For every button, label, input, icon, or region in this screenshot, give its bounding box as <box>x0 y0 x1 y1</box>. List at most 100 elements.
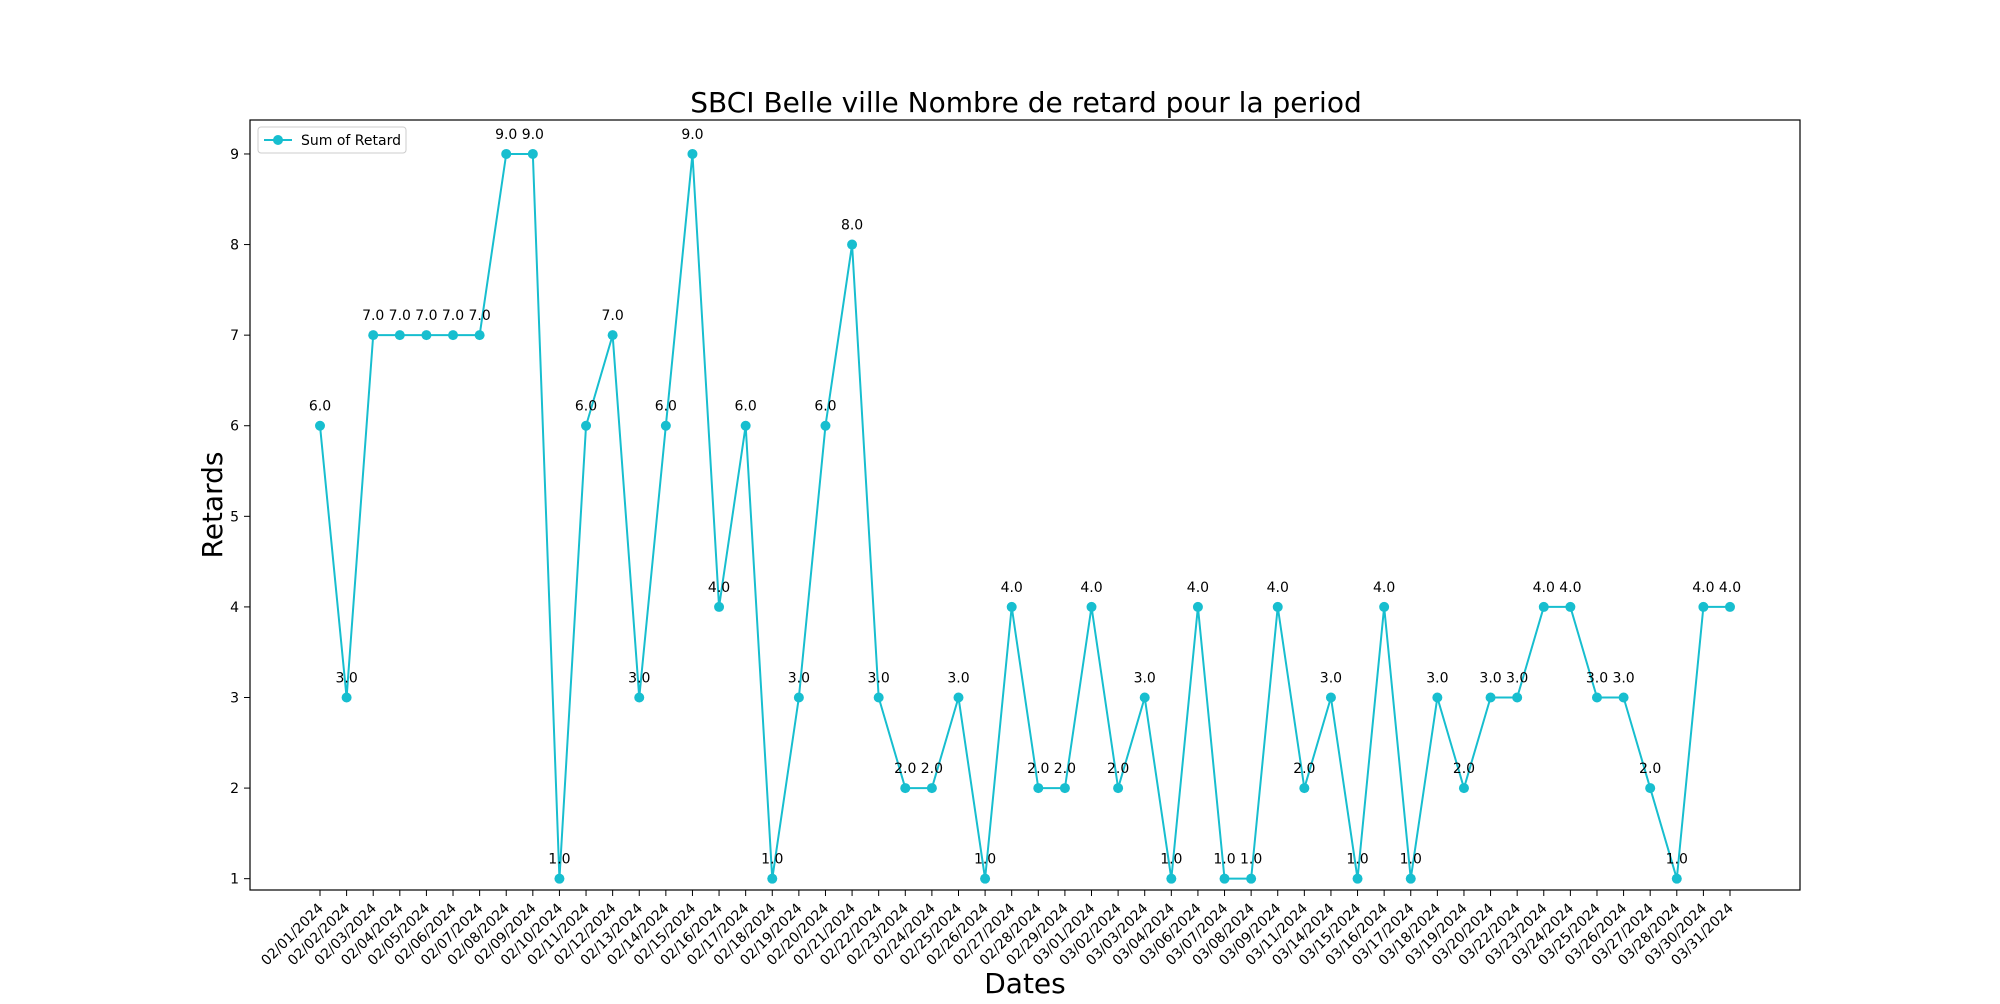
data-label: 3.0 <box>788 671 810 687</box>
data-label: 6.0 <box>575 399 597 415</box>
y-tick-label: 9 <box>230 147 239 163</box>
data-point <box>873 692 884 703</box>
data-label: 1.0 <box>1240 852 1262 868</box>
data-label: 4.0 <box>1001 580 1023 596</box>
data-label: 6.0 <box>309 399 331 415</box>
data-label: 4.0 <box>1692 580 1714 596</box>
data-label: 7.0 <box>389 308 411 324</box>
y-tick-label: 5 <box>230 509 239 525</box>
data-label: 2.0 <box>1639 761 1661 777</box>
data-point <box>953 692 964 703</box>
data-point <box>1565 601 1576 612</box>
data-label: 7.0 <box>415 308 437 324</box>
data-point <box>1591 692 1602 703</box>
data-point <box>341 692 352 703</box>
data-label: 7.0 <box>468 308 490 324</box>
data-label: 7.0 <box>442 308 464 324</box>
data-point <box>820 420 831 431</box>
data-label: 1.0 <box>1666 852 1688 868</box>
data-label: 3.0 <box>947 671 969 687</box>
data-label: 7.0 <box>602 308 624 324</box>
data-label: 7.0 <box>362 308 384 324</box>
data-label: 9.0 <box>495 127 517 143</box>
data-point <box>421 330 432 341</box>
data-labels: 6.03.07.0 7.0 7.0 7.0 7.09.0 9.01.06.07.03.06… <box>309 127 1741 868</box>
data-point <box>607 330 618 341</box>
data-label: 8.0 <box>841 218 863 234</box>
data-label: 2.0 <box>1293 761 1315 777</box>
data-label: 9.0 <box>681 127 703 143</box>
data-point <box>767 873 778 884</box>
data-label: 3.0 <box>1479 671 1501 687</box>
data-label: 4.0 <box>1373 580 1395 596</box>
data-point <box>740 420 751 431</box>
data-point <box>793 692 804 703</box>
data-point <box>1645 783 1656 794</box>
data-label: 1.0 <box>1346 852 1368 868</box>
plot-area-frame <box>249 119 1801 891</box>
data-label: 3.0 <box>1426 671 1448 687</box>
data-label: 2.0 <box>1054 761 1076 777</box>
chart-title: SBCI Belle ville Nombre de retard pour l… <box>690 86 1361 119</box>
data-point <box>1379 601 1390 612</box>
y-tick-label: 6 <box>230 419 239 435</box>
data-label: 2.0 <box>894 761 916 777</box>
data-point <box>926 783 937 794</box>
data-label: 3.0 <box>628 671 650 687</box>
data-point <box>980 873 991 884</box>
x-axis: 02/01/202402/02/202402/03/202402/04/2024… <box>258 890 1737 969</box>
data-label: 1.0 <box>1213 852 1235 868</box>
y-axis: 1 2 3 4 5 6 7 8 9 <box>230 147 250 888</box>
data-label: 3.0 <box>1506 671 1528 687</box>
data-point <box>554 873 565 884</box>
data-point <box>634 692 645 703</box>
y-tick-label: 8 <box>230 238 239 254</box>
data-label: 1.0 <box>761 852 783 868</box>
data-label: 3.0 <box>1612 671 1634 687</box>
data-label: 3.0 <box>1586 671 1608 687</box>
data-label: 4.0 <box>1267 580 1289 596</box>
data-point <box>315 420 325 431</box>
data-point <box>1059 783 1070 794</box>
data-label: 4.0 <box>1533 580 1555 596</box>
data-point <box>714 601 725 612</box>
data-point <box>581 420 592 431</box>
data-label: 2.0 <box>1453 761 1475 777</box>
data-label: 6.0 <box>814 399 836 415</box>
data-label: 2.0 <box>1027 761 1049 777</box>
data-point <box>501 148 512 159</box>
data-point <box>1246 873 1257 884</box>
data-point <box>1272 601 1283 612</box>
data-label: 1.0 <box>1160 852 1182 868</box>
x-axis-title: Dates <box>984 967 1066 1000</box>
data-point <box>394 330 405 341</box>
data-label: 6.0 <box>655 399 677 415</box>
legend-marker-swatch <box>273 135 283 145</box>
y-tick-label: 7 <box>230 328 239 344</box>
data-label: 2.0 <box>921 761 943 777</box>
data-point <box>1618 692 1629 703</box>
data-label: 3.0 <box>1134 671 1156 687</box>
y-tick-label: 3 <box>230 691 239 707</box>
data-point <box>474 330 485 341</box>
data-point <box>1538 601 1549 612</box>
data-point <box>1086 601 1097 612</box>
y-tick-label: 4 <box>230 600 239 616</box>
y-tick-label: 2 <box>230 781 239 797</box>
data-point <box>1219 873 1230 884</box>
data-point <box>1139 692 1150 703</box>
series-line <box>319 152 1730 880</box>
data-point <box>448 330 459 341</box>
data-point <box>1485 692 1496 703</box>
data-point <box>1432 692 1443 703</box>
data-label: 4.0 <box>1080 580 1102 596</box>
series-sum-of-retard <box>315 148 1735 884</box>
legend: Sum of Retard <box>257 126 407 154</box>
y-tick-label: 1 <box>230 872 239 888</box>
data-point <box>368 330 379 341</box>
data-point <box>1325 692 1336 703</box>
data-point <box>1512 692 1523 703</box>
data-label: 6.0 <box>735 399 757 415</box>
